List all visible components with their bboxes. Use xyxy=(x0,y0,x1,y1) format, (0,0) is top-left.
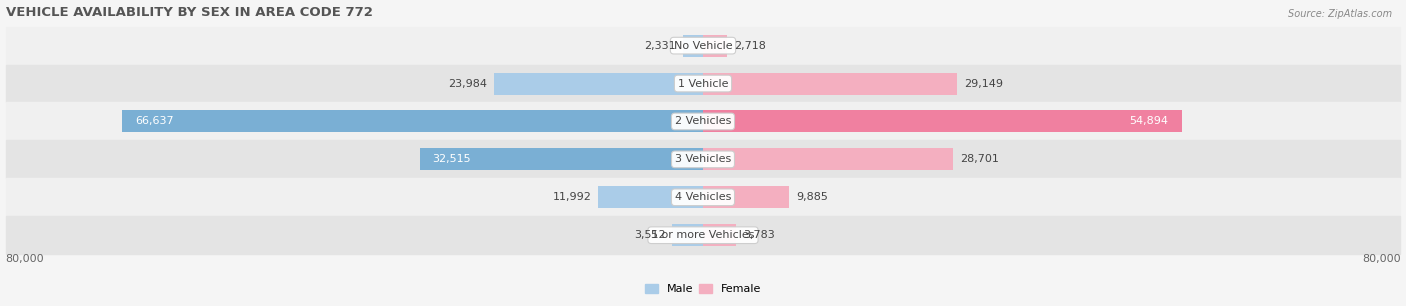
Text: 1 Vehicle: 1 Vehicle xyxy=(678,79,728,88)
Text: 66,637: 66,637 xyxy=(135,117,174,126)
Bar xyxy=(494,73,703,95)
Bar xyxy=(703,186,789,208)
Text: 3,512: 3,512 xyxy=(634,230,665,240)
Text: 80,000: 80,000 xyxy=(6,254,44,264)
Text: 28,701: 28,701 xyxy=(960,154,1000,164)
Bar xyxy=(703,73,957,95)
Bar xyxy=(672,224,703,246)
Text: 32,515: 32,515 xyxy=(433,154,471,164)
Bar xyxy=(683,35,703,57)
Bar xyxy=(703,110,1181,132)
Text: 2,718: 2,718 xyxy=(734,41,765,50)
Bar xyxy=(419,148,703,170)
Text: 11,992: 11,992 xyxy=(553,192,592,202)
Text: 2 Vehicles: 2 Vehicles xyxy=(675,117,731,126)
Text: 29,149: 29,149 xyxy=(965,79,1002,88)
Text: 2,331: 2,331 xyxy=(644,41,676,50)
Text: Source: ZipAtlas.com: Source: ZipAtlas.com xyxy=(1288,9,1392,19)
Bar xyxy=(122,110,703,132)
Bar xyxy=(703,35,727,57)
Text: 3 Vehicles: 3 Vehicles xyxy=(675,154,731,164)
Text: 9,885: 9,885 xyxy=(796,192,828,202)
Bar xyxy=(599,186,703,208)
Text: 54,894: 54,894 xyxy=(1129,117,1168,126)
Text: 4 Vehicles: 4 Vehicles xyxy=(675,192,731,202)
Text: No Vehicle: No Vehicle xyxy=(673,41,733,50)
Legend: Male, Female: Male, Female xyxy=(640,279,766,299)
Bar xyxy=(6,103,1400,140)
Bar xyxy=(6,178,1400,216)
Text: 3,783: 3,783 xyxy=(742,230,775,240)
Bar xyxy=(6,65,1400,103)
Bar xyxy=(703,224,735,246)
Bar xyxy=(6,216,1400,254)
Bar xyxy=(6,140,1400,178)
Bar xyxy=(6,27,1400,65)
Text: 80,000: 80,000 xyxy=(1362,254,1400,264)
Text: 23,984: 23,984 xyxy=(449,79,486,88)
Bar xyxy=(703,148,953,170)
Text: 5 or more Vehicles: 5 or more Vehicles xyxy=(651,230,755,240)
Text: VEHICLE AVAILABILITY BY SEX IN AREA CODE 772: VEHICLE AVAILABILITY BY SEX IN AREA CODE… xyxy=(6,6,373,19)
